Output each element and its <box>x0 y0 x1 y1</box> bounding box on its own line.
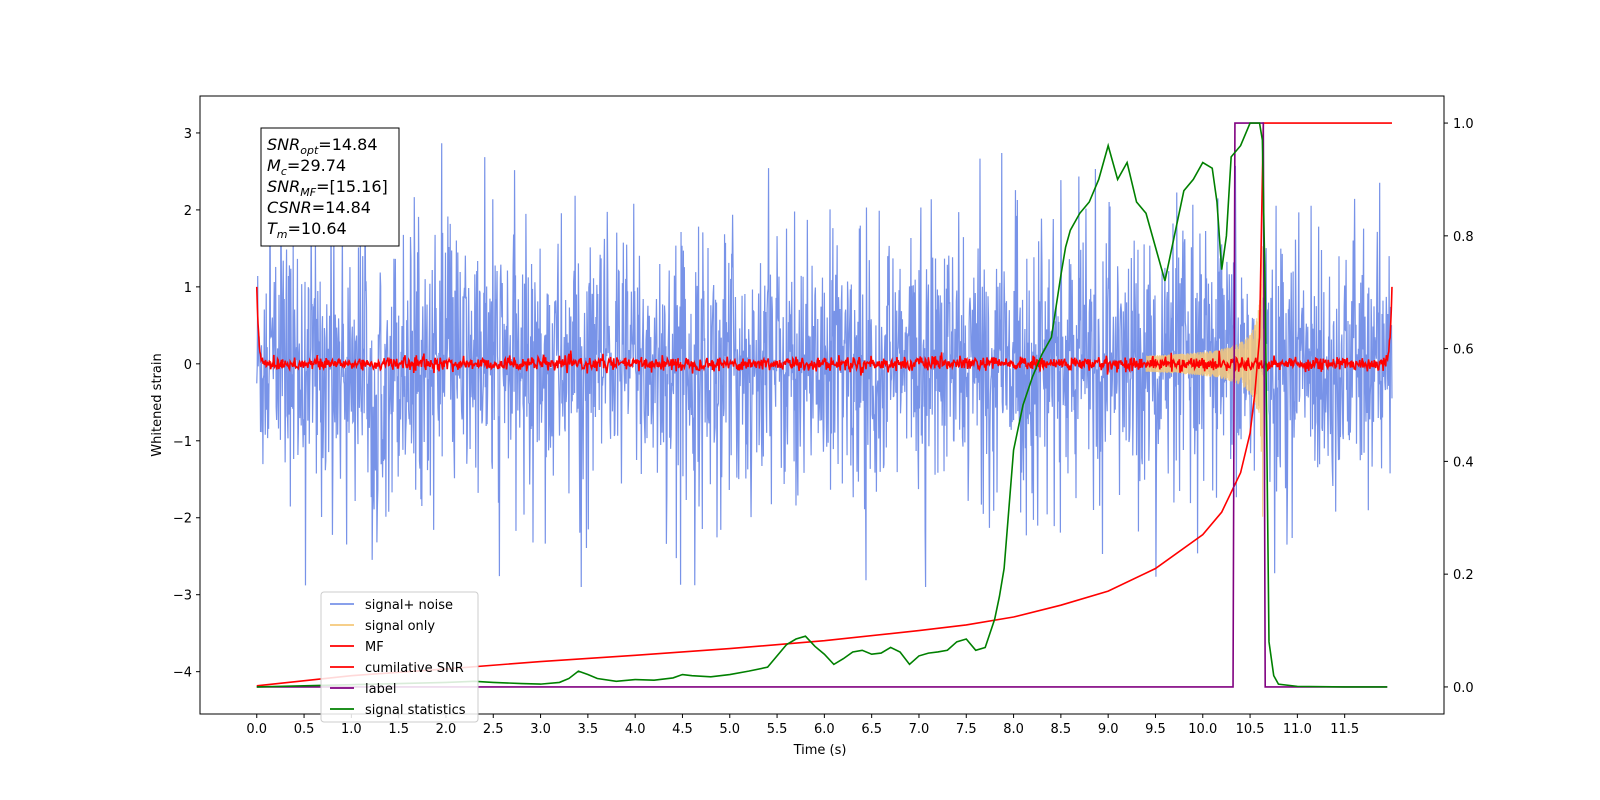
x-tick-label: 5.5 <box>767 722 788 737</box>
y-tick-label: −1 <box>173 435 192 450</box>
x-tick-label: 2.0 <box>436 722 457 737</box>
y2-axis: 0.0 0.2 0.4 0.6 0.8 1.0 <box>1444 117 1474 696</box>
x-tick-label: 8.0 <box>1003 722 1024 737</box>
annotation-frame <box>260 127 400 247</box>
x-tick-label: 6.0 <box>814 722 835 737</box>
x-tick-label: 11.0 <box>1283 722 1312 737</box>
x-tick-label: 11.5 <box>1330 722 1359 737</box>
y-tick-label: 1 <box>184 281 192 296</box>
y-axis-label: Whitened strain <box>150 353 165 456</box>
x-tick-label: 3.0 <box>530 722 551 737</box>
y2-tick-label: 0.8 <box>1453 230 1474 245</box>
legend-label: signal statistics <box>365 703 466 718</box>
x-tick-label: 3.5 <box>578 722 599 737</box>
annotation-line: Tm=10.64 <box>267 219 347 241</box>
mf-line <box>255 286 1393 376</box>
x-tick-label: 2.5 <box>483 722 504 737</box>
mf-series <box>255 286 1393 376</box>
signal-noise-line <box>256 143 1393 588</box>
y2-tick-label: 0.2 <box>1453 568 1474 583</box>
y-tick-label: −3 <box>173 589 192 604</box>
x-tick-label: 5.0 <box>719 722 740 737</box>
legend-frame <box>320 591 479 723</box>
annotation-line: SNRMF=[15.16] <box>267 177 388 199</box>
y-tick-label: 0 <box>184 358 192 373</box>
label-line <box>256 122 1388 688</box>
x-tick-label: 4.5 <box>672 722 693 737</box>
right-axis-series <box>256 122 1392 688</box>
annotation-line: SNRopt=14.84 <box>267 135 378 157</box>
x-tick-label: 8.5 <box>1051 722 1072 737</box>
y-tick-label: −4 <box>173 666 192 681</box>
x-tick-label: 9.0 <box>1098 722 1119 737</box>
y-tick-label: 3 <box>184 127 192 142</box>
x-tick-label: 10.0 <box>1188 722 1217 737</box>
legend: signal+ noise signal only MF cumilative SNR… <box>320 591 479 723</box>
y-tick-label: 2 <box>184 204 192 219</box>
cumilative-snr-line <box>256 122 1392 687</box>
x-tick-label: 1.5 <box>388 722 409 737</box>
x-tick-label: 7.5 <box>956 722 977 737</box>
y2-tick-label: 0.4 <box>1453 455 1474 470</box>
x-axis-label: Time (s) <box>793 743 847 758</box>
legend-label: signal+ noise <box>365 598 453 613</box>
x-tick-label: 0.5 <box>294 722 315 737</box>
legend-label: label <box>365 682 396 697</box>
legend-label: MF <box>365 640 384 655</box>
y-tick-label: −2 <box>173 512 192 527</box>
annotation-line: Mc=29.74 <box>267 156 346 178</box>
x-tick-label: 7.0 <box>909 722 930 737</box>
y2-tick-label: 1.0 <box>1453 117 1474 132</box>
plot-frame <box>199 95 1445 715</box>
x-tick-label: 1.0 <box>341 722 362 737</box>
signal-noise-series <box>256 143 1393 588</box>
y2-tick-label: 0.0 <box>1453 681 1474 696</box>
x-tick-label: 0.0 <box>246 722 267 737</box>
x-tick-label: 6.5 <box>861 722 882 737</box>
signal-statistics-line <box>256 122 1388 688</box>
annotation-line: CSNR=14.84 <box>267 198 371 217</box>
y2-tick-label: 0.6 <box>1453 343 1474 358</box>
x-axis: 0.0 0.5 1.0 1.5 2.0 2.5 3.0 3.5 4.0 4.5 5.0 5.5 6.0 6… <box>246 714 1359 737</box>
legend-label: signal only <box>365 619 435 634</box>
y-axis: −4 −3 −2 −1 0 1 2 3 <box>173 127 200 681</box>
legend-label: cumilative SNR <box>365 661 464 676</box>
x-tick-label: 9.5 <box>1145 722 1166 737</box>
stats-annotation-box: SNRopt=14.84Mc=29.74SNRMF=[15.16]CSNR=14… <box>260 127 400 247</box>
x-tick-label: 10.5 <box>1236 722 1265 737</box>
x-tick-label: 4.0 <box>625 722 646 737</box>
